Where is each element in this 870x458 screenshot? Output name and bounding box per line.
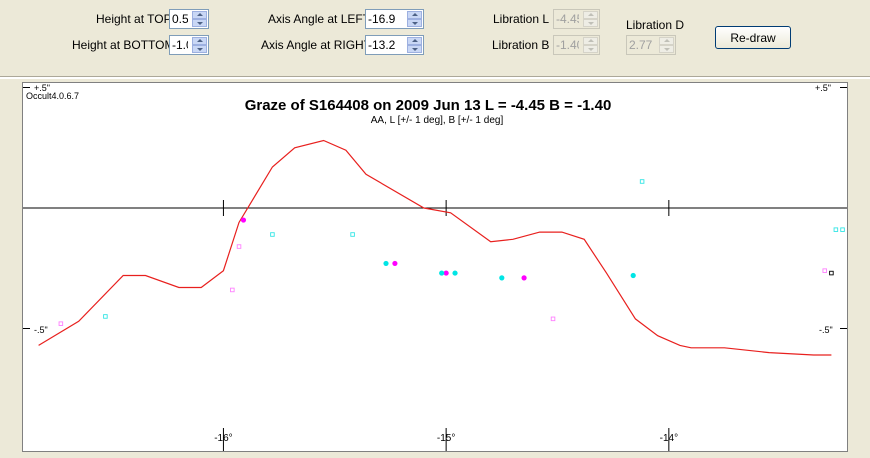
aa-left-label: Axis Angle at LEFT [268,12,371,26]
observation-marker [236,244,242,249]
observation-point [452,270,458,276]
observation-point [499,275,505,281]
libration-b-spinner [553,35,600,55]
version-label: Occult4.0.6.7 [26,91,79,101]
observation-point [392,260,398,267]
observation-marker [58,321,64,326]
aa-left-spinner[interactable] [365,9,424,29]
limb-profile-line [38,139,832,356]
observation-marker [822,268,827,273]
top-left-height-label: +.5" [34,83,50,93]
observation-point [439,270,445,276]
spin-down-icon[interactable] [192,19,207,27]
graze-chart: Occult4.0.6.7 +.5" +.5" -.5" -.5" Graze … [23,83,847,451]
libration-b-input [556,37,579,53]
height-bottom-label: Height at BOTTOM [72,38,175,52]
libration-l-label: Libration L [493,12,550,26]
observation-point [240,217,247,223]
observation-marker [350,232,355,237]
observation-marker [840,227,845,232]
libration-b-label: Libration B [492,38,550,52]
chart-subtitle: AA, L [+/- 1 deg], B [+/- 1 deg] [371,115,504,126]
spin-down-icon [583,19,598,27]
top-right-height-label: +.5" [815,83,831,93]
spin-up-icon[interactable] [192,37,207,45]
spin-up-icon[interactable] [407,11,422,19]
graze-profile-plot: Occult4.0.6.7 +.5" +.5" -.5" -.5" Graze … [22,82,848,452]
aa-right-spinner[interactable] [365,35,424,55]
spin-down-icon[interactable] [407,45,422,53]
libration-d-label: Libration D [626,18,685,32]
aa-right-label: Axis Angle at RIGHT [261,38,372,52]
height-bottom-spinner[interactable] [169,35,209,55]
height-top-label: Height at TOP [96,12,172,26]
libration-d-spinner [626,35,676,55]
spin-up-icon[interactable] [407,37,422,45]
observation-marker [103,314,108,319]
observation-point [521,275,527,281]
height-top-input[interactable] [172,11,188,27]
observation-marker [833,227,839,232]
height-top-spinner[interactable] [169,9,209,29]
aa-left-input[interactable] [368,11,403,27]
observation-point [383,260,389,267]
observation-point [443,270,449,276]
libration-d-input [629,37,655,53]
spin-up-icon[interactable] [192,11,207,19]
spin-down-icon[interactable] [407,19,422,27]
libration-l-spinner [553,9,600,29]
chart-title: Graze of S164408 on 2009 Jun 13 L = -4.4… [245,97,612,114]
observation-marker [829,270,834,276]
mid-left-height-label: -.5" [34,325,48,335]
height-bottom-input[interactable] [172,37,188,53]
observation-marker [230,287,235,293]
mid-right-height-label: -.5" [819,325,833,335]
spin-up-icon [583,37,598,45]
libration-l-input [556,11,579,27]
observation-marker [639,179,645,184]
aa-right-input[interactable] [368,37,403,53]
redraw-button[interactable]: Re-draw [715,26,791,49]
spin-down-icon[interactable] [192,45,207,53]
observation-marker [270,232,275,237]
spin-up-icon [659,37,674,45]
observation-marker [550,316,556,322]
x-tick-label: -15° [437,433,455,444]
spin-down-icon [583,45,598,53]
x-tick-label: -16° [214,433,232,444]
spin-down-icon [659,45,674,53]
spin-up-icon [583,11,598,19]
divider [0,76,870,79]
observation-point [630,272,636,279]
x-tick-label: -14° [660,433,678,444]
